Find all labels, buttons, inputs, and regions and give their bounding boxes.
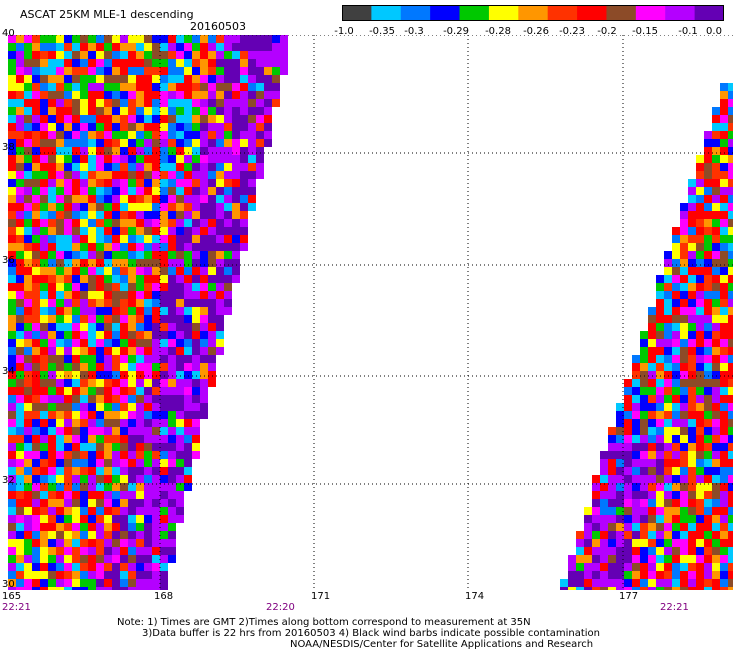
lat-label-40: 40 — [2, 28, 15, 39]
map-date: 20160503 — [190, 20, 246, 33]
lon-label-177: 177 — [619, 591, 639, 602]
time-label-right: 22:21 — [660, 602, 689, 613]
colorbar-swatch — [430, 5, 461, 21]
footnote: Note: 1) Times are GMT 2)Times along bot… — [117, 617, 600, 650]
lon-label-165: 165 — [2, 591, 22, 602]
colorbar-swatch — [371, 5, 402, 21]
colorbar-swatch — [694, 5, 724, 21]
lat-label-30: 30 — [2, 579, 15, 590]
colorbar-tick-label: -1.0 — [334, 26, 354, 37]
colorbar — [342, 5, 724, 21]
lat-label-36: 36 — [2, 255, 15, 266]
colorbar-tick-label: -0.3 — [404, 26, 424, 37]
colorbar-swatch — [547, 5, 578, 21]
colorbar-swatch — [577, 5, 607, 21]
lon-label-171: 171 — [311, 591, 331, 602]
colorbar-tick-label: -0.26 — [523, 26, 549, 37]
colorbar-swatch — [635, 5, 666, 21]
colorbar-tick-label: -0.29 — [443, 26, 469, 37]
colorbar-tick-label: -0.15 — [632, 26, 658, 37]
colorbar-swatch — [342, 5, 372, 21]
colorbar-tick-label: 0.0 — [706, 26, 722, 37]
colorbar-swatch — [518, 5, 549, 21]
colorbar-swatch — [606, 5, 637, 21]
colorbar-tick-label: -0.35 — [369, 26, 395, 37]
colorbar-swatch — [488, 5, 519, 21]
time-label-middle: 22:20 — [266, 602, 295, 613]
lon-label-168: 168 — [154, 591, 174, 602]
lat-label-34: 34 — [2, 366, 15, 377]
graticule — [8, 35, 733, 590]
map-title: ASCAT 25KM MLE-1 descending — [20, 8, 194, 21]
colorbar-swatch — [665, 5, 696, 21]
lon-label-174: 174 — [465, 591, 485, 602]
colorbar-tick-label: -0.28 — [485, 26, 511, 37]
time-label-left: 22:21 — [2, 602, 31, 613]
wind-cells — [8, 35, 733, 590]
colorbar-tick-label: -0.23 — [559, 26, 585, 37]
colorbar-tick-label: -0.1 — [678, 26, 698, 37]
colorbar-swatch — [400, 5, 431, 21]
footnote-line-2: 3)Data buffer is 22 hrs from 20160503 4)… — [142, 628, 600, 639]
scatterometer-map — [8, 35, 733, 590]
footnote-line-3: NOAA/NESDIS/Center for Satellite Applica… — [290, 639, 594, 650]
lat-label-38: 38 — [2, 142, 15, 153]
footnote-line-1: Note: 1) Times are GMT 2)Times along bot… — [117, 617, 531, 628]
colorbar-tick-label: -0.2 — [597, 26, 617, 37]
colorbar-swatch — [459, 5, 490, 21]
lat-label-32: 32 — [2, 475, 15, 486]
